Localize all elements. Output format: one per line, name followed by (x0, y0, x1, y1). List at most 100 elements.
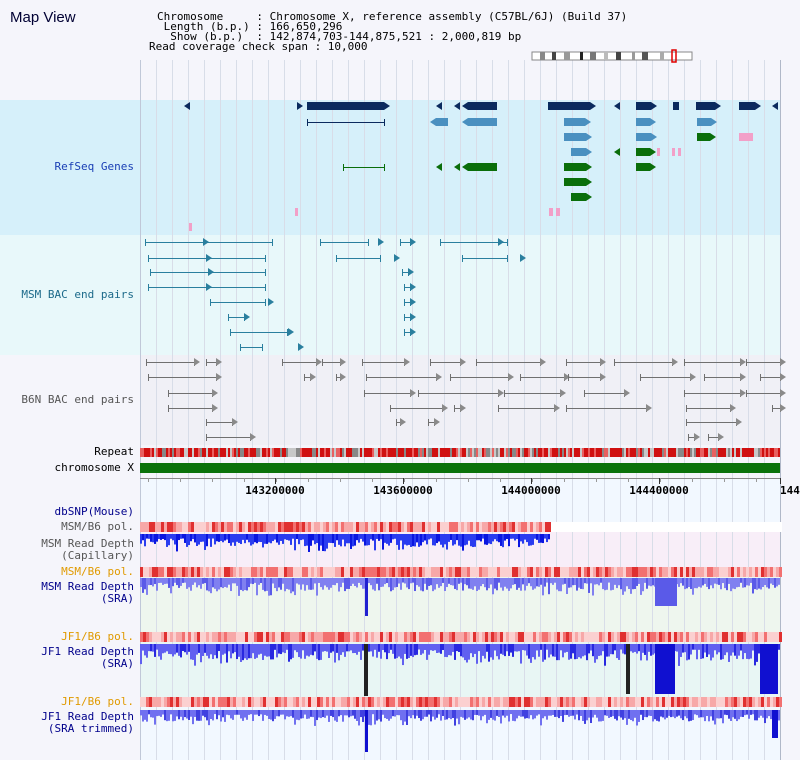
jf1-b6-pol-cell (395, 697, 398, 707)
repeat-element (320, 448, 322, 457)
repeat-element (264, 448, 266, 457)
repeat-element (432, 448, 434, 457)
jf1-trimmed-depth-bar (600, 710, 602, 722)
msm-sra-depth-bar (404, 578, 406, 584)
msm-b6-pol-cell (449, 567, 452, 577)
msm-b6-pol-cell (302, 567, 305, 577)
msm-b6-pol-cell (284, 522, 287, 532)
msm-sra-depth-bar (698, 578, 700, 587)
repeat-element (594, 448, 596, 457)
track-label-jf1-b6-pol-2[interactable]: JF1/B6 pol. (61, 695, 134, 708)
jf1-trimmed-depth-bar (568, 710, 570, 717)
track-label-msm-depth-capillary[interactable]: MSM Read Depth (Capillary) (41, 537, 134, 562)
track-label-msm-depth-sra[interactable]: MSM Read Depth (SRA) (41, 580, 134, 605)
msm-b6-pol-cell (566, 522, 569, 532)
jf1-b6-pol-cell (596, 697, 599, 707)
jf1-b6-pol-cell (326, 632, 329, 642)
msm-sra-depth-bar (284, 578, 286, 592)
msm-b6-pol-cell (590, 567, 593, 577)
repeat-element (608, 448, 610, 457)
jf1-sra-depth-bar (356, 644, 358, 655)
refseq-gene-pink (739, 133, 753, 141)
msm-sra-depth-bar (632, 578, 634, 590)
gene-arrow (586, 193, 592, 201)
jf1-sra-depth-bar (612, 644, 614, 655)
jf1-trimmed-depth-bar (576, 710, 578, 715)
jf1-b6-pol-cell (566, 697, 569, 707)
track-label-msm-b6-pol-1[interactable]: MSM/B6 pol. (61, 520, 134, 533)
refseq-gene-navy (739, 102, 755, 110)
jf1-trimmed-depth-bar (180, 710, 182, 717)
msm-sra-depth-bar (312, 578, 314, 590)
msm-b6-pol-cell (626, 522, 629, 532)
msm-sra-depth-bar (356, 578, 358, 588)
jf1-trimmed-depth-bar (320, 710, 322, 719)
msm-b6-pol-cell (578, 522, 581, 532)
track-label-dbsnp[interactable]: dbSNP(Mouse) (54, 505, 134, 518)
repeat-element (294, 448, 296, 457)
jf1-sra-depth-bar (402, 644, 404, 666)
jf1-b6-pol-cell (707, 697, 710, 707)
jf1-sra-depth-bar (690, 644, 692, 655)
msm-b6-pol-cell (392, 567, 395, 577)
msm-b6-pol-cell (365, 522, 368, 532)
msm-capillary-depth-bar (430, 534, 432, 539)
jf1-b6-pol-cell (590, 697, 593, 707)
repeat-element (670, 448, 672, 457)
msm-capillary-depth-bar (418, 534, 420, 547)
msm-b6-pol-cell (503, 567, 506, 577)
jf1-b6-pol-cell (743, 632, 746, 642)
msm-b6-pol-cell (776, 522, 779, 532)
jf1-b6-pol-cell (599, 697, 602, 707)
jf1-trimmed-depth-bar (404, 710, 406, 722)
msm-b6-pol-cell (623, 567, 626, 577)
msm-sra-depth-bar (260, 578, 262, 584)
track-label-jf1-depth-trimmed[interactable]: JF1 Read Depth (SRA trimmed) (41, 710, 134, 735)
jf1-sra-depth-bar (172, 644, 174, 657)
jf1-trimmed-depth-bar (710, 710, 712, 717)
track-label-jf1-depth-sra[interactable]: JF1 Read Depth (SRA) (41, 645, 134, 670)
msm-b6-pol-cell (731, 567, 734, 577)
msm-b6-pol-cell (329, 522, 332, 532)
jf1-b6-pol-cell (575, 697, 578, 707)
track-label-refseq-genes[interactable]: RefSeq Genes (54, 160, 134, 173)
msm-b6-pol-cell (527, 522, 530, 532)
jf1-sra-depth-bar (542, 644, 544, 662)
track-label-b6n-bac[interactable]: B6N BAC end pairs (21, 393, 134, 406)
jf1-b6-pol-cell (776, 697, 779, 707)
msm-capillary-depth-bar (238, 534, 240, 543)
repeat-element (308, 448, 310, 457)
jf1-sra-depth-bar (174, 644, 176, 655)
jf1-sra-depth-bar (494, 644, 496, 651)
jf1-trimmed-depth-bar (754, 710, 756, 721)
msm-b6-pol-cell (383, 567, 386, 577)
msm-sra-depth-bar (300, 578, 302, 590)
ideogram-bg (532, 52, 692, 60)
jf1-trimmed-depth-bar (550, 710, 552, 716)
msm-b6-pol-cell (611, 567, 614, 577)
msm-sra-depth-bar (510, 578, 512, 589)
repeat-element (292, 448, 294, 457)
gene-arrow (650, 118, 656, 126)
track-label-jf1-b6-pol-1[interactable]: JF1/B6 pol. (61, 630, 134, 643)
msm-sra-depth-bar (242, 578, 244, 592)
jf1-trimmed-depth-bar (702, 710, 704, 718)
jf1-sra-depth-bar (228, 644, 230, 652)
msm-b6-pol-cell (467, 567, 470, 577)
msm-capillary-depth-bar (538, 534, 540, 543)
track-label-msm-b6-pol-2[interactable]: MSM/B6 pol. (61, 565, 134, 578)
jf1-trimmed-depth-bar (306, 710, 308, 719)
jf1-sra-depth-bar (280, 644, 282, 655)
track-label-msm-bac[interactable]: MSM BAC end pairs (21, 288, 134, 301)
msm-b6-pol-cell (191, 567, 194, 577)
msm-b6-pol-cell (518, 567, 521, 577)
jf1-b6-pol-cell (575, 632, 578, 642)
axis-tick-label: 1448000 (780, 484, 800, 497)
repeat-element (240, 448, 242, 457)
msm-capillary-depth-bar (522, 534, 524, 544)
msm-b6-pol-cell (548, 522, 551, 532)
msm-capillary-depth-bar (162, 534, 164, 540)
msm-sra-depth-bar (318, 578, 320, 583)
jf1-sra-depth-bar (576, 644, 578, 659)
